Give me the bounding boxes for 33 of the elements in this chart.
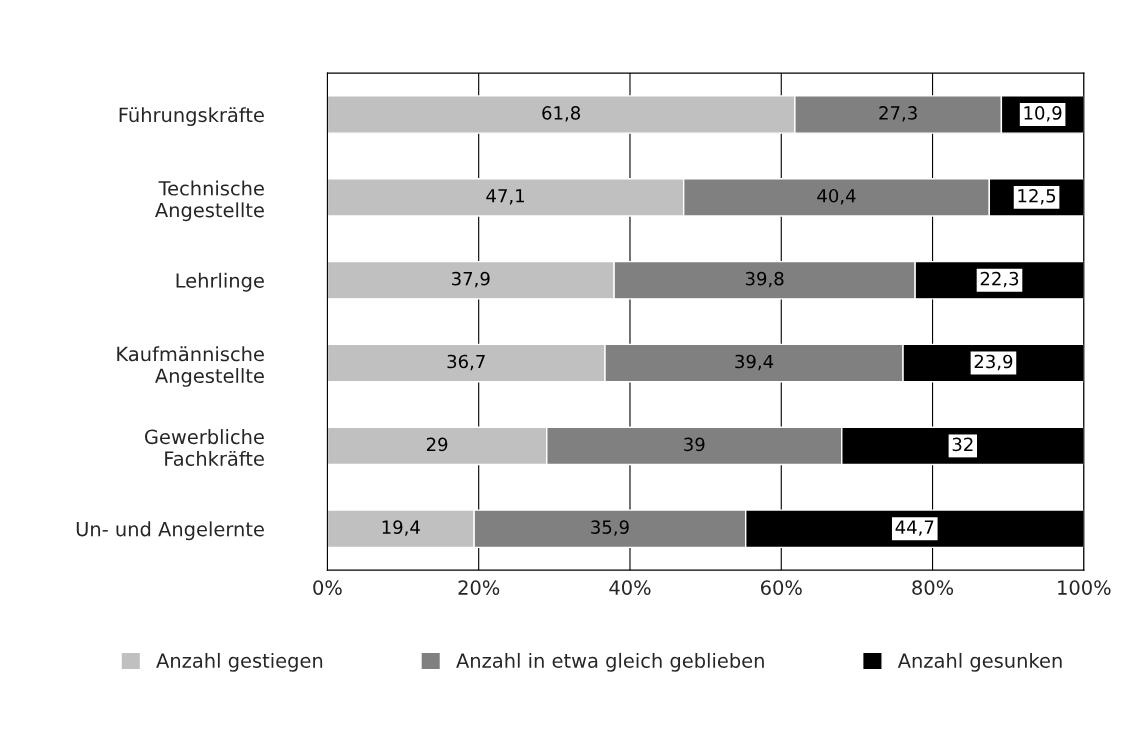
- data-label: 44,7: [895, 520, 934, 536]
- x-tick-label: 40%: [609, 580, 651, 595]
- x-tick-label: 20%: [458, 580, 500, 595]
- legend-label: Anzahl in etwa gleich geblieben: [456, 652, 764, 672]
- x-tick-label: 60%: [761, 580, 802, 595]
- data-label: 37,9: [452, 271, 490, 288]
- data-label: 27,3: [879, 106, 917, 122]
- legend-label: Anzahl gesunken: [897, 652, 1062, 672]
- data-label: 40,4: [817, 188, 856, 205]
- data-label: 10,9: [1024, 106, 1062, 122]
- data-label: 22,3: [980, 271, 1019, 288]
- data-label: 61,8: [542, 106, 581, 122]
- data-label: 47,1: [486, 189, 524, 205]
- data-label: 23,9: [974, 354, 1013, 371]
- data-label: 36,7: [447, 354, 485, 371]
- data-label: 12,5: [1018, 188, 1056, 205]
- data-label: 35,9: [591, 520, 629, 536]
- y-tick-label: Führungskräfte: [119, 107, 264, 126]
- data-label: 32: [952, 437, 973, 452]
- y-tick-label: Technische Angestellte: [155, 180, 264, 222]
- data-label: 19,4: [382, 520, 420, 536]
- data-label: 39,4: [735, 354, 774, 371]
- legend-label: Anzahl gestiegen: [156, 652, 323, 672]
- x-tick-label: 80%: [912, 580, 954, 595]
- x-tick-label: 100%: [1058, 580, 1111, 595]
- x-tick-label: 0%: [313, 580, 342, 595]
- y-tick-label: Kaufmännische Angestellte: [117, 346, 264, 387]
- data-label: 39: [684, 437, 705, 452]
- data-label: 29: [426, 437, 448, 452]
- y-tick-label: Lehrlinge: [176, 272, 264, 292]
- y-tick-label: Gewerbliche Fachkräfte: [144, 429, 264, 466]
- y-tick-label: Un- und Angelernte: [76, 521, 264, 541]
- data-label: 39,8: [745, 271, 784, 288]
